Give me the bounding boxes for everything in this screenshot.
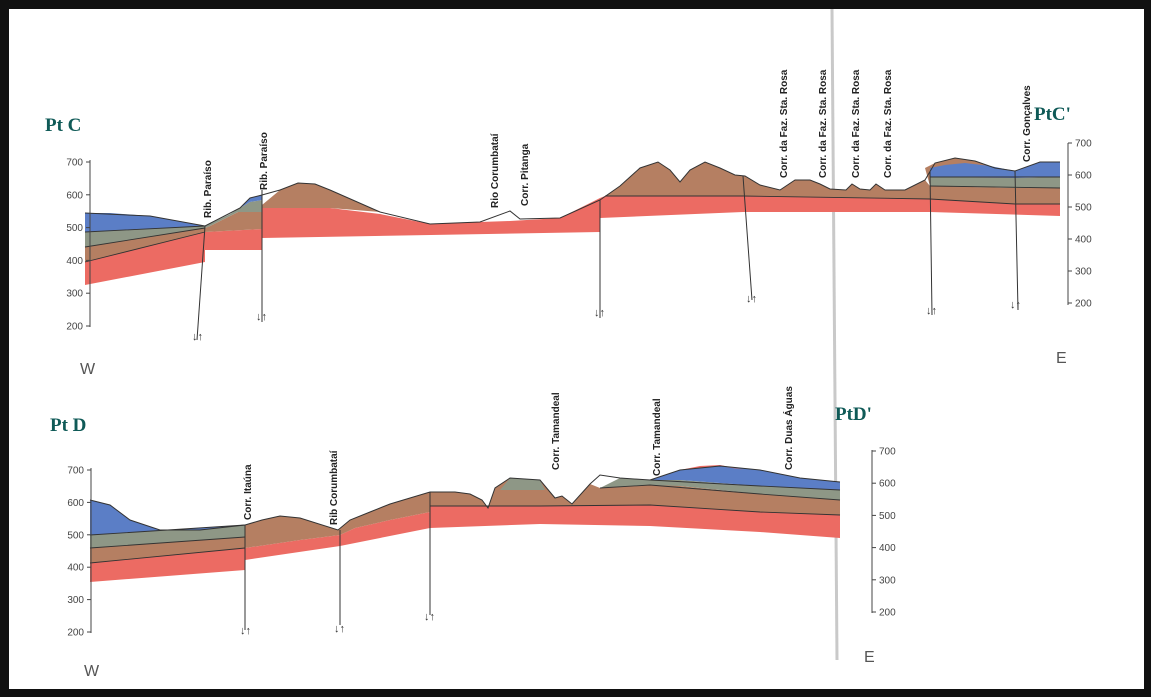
axis-tick-label: 200	[879, 608, 896, 619]
layer-brown-d	[90, 478, 840, 563]
feature-label: Rib. Paraíso	[203, 160, 214, 218]
layer-blue-c-small	[240, 195, 262, 208]
layer-red-c	[85, 196, 1060, 285]
axis-tick-label: 600	[1075, 171, 1092, 182]
faults-d	[244, 492, 431, 630]
feature-label: Corr. Gonçalves	[1022, 85, 1033, 162]
feature-label: Corr. Tamandeal	[551, 392, 562, 470]
layer-red-d	[90, 505, 840, 582]
axis-tick-label: 700	[879, 447, 896, 458]
layer-gray-d-east	[600, 478, 840, 500]
ticks-right-c: 700 600 500 400 300 200	[1068, 139, 1092, 310]
feature-label: Corr. Itaúna	[243, 464, 254, 520]
profile-label-right: PtC'	[1034, 104, 1071, 125]
layer-gray-d-hill	[500, 478, 545, 490]
axis-tick-label: 300	[879, 575, 896, 586]
feature-label: Corr. Pitanga	[520, 143, 531, 206]
profile-d: 700 600 500 400 300 200 700 600 500 400 300 200 Pt…	[50, 386, 896, 680]
axis-tick-label: 500	[879, 511, 896, 522]
surface-line-c	[84, 157, 1060, 227]
profile-label-left: Pt D	[50, 415, 86, 436]
axis-tick-label: 300	[67, 595, 84, 606]
feature-label: Rib Corumbataí	[329, 449, 340, 525]
layer-blue-c-east	[930, 162, 1060, 178]
axis-tick-label: 300	[1075, 267, 1092, 278]
feature-label: Corr. da Faz. Sta. Rosa	[883, 69, 894, 178]
axis-tick-label: 500	[1075, 203, 1092, 214]
profile-c: 700 600 500 400 300 200 700 600 500 400 300 200 Pt…	[45, 69, 1092, 378]
direction-west: W	[80, 361, 96, 378]
fault-arrows: ↓↑	[256, 311, 267, 323]
axis-tick-label: 200	[67, 628, 84, 639]
layer-gray-d-west	[90, 525, 245, 548]
ticks-left-c: 700 600 500 400 300 200	[66, 158, 90, 333]
direction-west: W	[84, 663, 100, 680]
fault-arrows: ↓↑	[192, 331, 203, 343]
fault-arrows: ↓↑	[926, 305, 937, 317]
axis-tick-label: 400	[879, 543, 896, 554]
profile-label-right: PtD'	[835, 404, 872, 425]
ticks-left-d: 700 600 500 400 300 200	[67, 466, 91, 639]
feature-label: Corr. Tamandeal	[652, 398, 663, 476]
fault-arrows: ↓↑	[746, 293, 757, 305]
contacts-d	[89, 479, 841, 564]
axis-tick-label: 300	[66, 289, 83, 300]
layer-brown-c-east	[605, 162, 1060, 204]
fault-arrows: ↓↑	[594, 307, 605, 319]
feature-label: Corr. da Faz. Sta. Rosa	[818, 69, 829, 178]
layer-gray-c	[85, 200, 262, 247]
faults-c	[196, 170, 1019, 341]
axis-tick-label: 200	[66, 322, 83, 333]
direction-east: E	[1056, 350, 1067, 367]
ticks-right-d: 700 600 500 400 300 200	[872, 447, 896, 619]
axis-tick-label: 700	[1075, 139, 1092, 150]
fault-arrows: ↓↑	[334, 623, 345, 635]
profile-label-left: Pt C	[45, 115, 81, 136]
axis-tick-label: 700	[66, 158, 83, 169]
feature-label: Rio Corumbataí	[490, 132, 501, 208]
axis-tick-label: 700	[67, 466, 84, 477]
layer-brown-c-west	[85, 183, 380, 262]
axis-tick-label: 400	[1075, 235, 1092, 246]
axis-tick-label: 500	[67, 530, 84, 541]
axis-tick-label: 500	[66, 223, 83, 234]
layer-blue-d-east	[650, 466, 840, 490]
layer-gray-c-east	[930, 177, 1060, 188]
layer-blue-d-west	[90, 500, 245, 535]
feature-label: Corr. da Faz. Sta. Rosa	[779, 69, 790, 178]
fault-arrows: ↓↑	[1010, 299, 1021, 311]
axis-tick-label: 400	[67, 563, 84, 574]
surface-line-d	[89, 465, 841, 531]
axis-tick-label: 600	[66, 190, 83, 201]
fault-arrows: ↓↑	[240, 625, 251, 637]
feature-label: Rib. Paraíso	[259, 132, 270, 190]
frame-inner	[9, 9, 1144, 689]
feature-label: Corr. Duas Águas	[782, 386, 795, 470]
axis-tick-label: 200	[1075, 299, 1092, 310]
axis-tick-label: 600	[879, 479, 896, 490]
direction-east: E	[864, 649, 875, 666]
axis-tick-label: 600	[67, 498, 84, 509]
axis-tick-label: 400	[66, 256, 83, 267]
scan-fold-line	[830, 8, 839, 661]
fault-arrows: ↓↑	[424, 611, 435, 623]
feature-label: Corr. da Faz. Sta. Rosa	[851, 69, 862, 178]
